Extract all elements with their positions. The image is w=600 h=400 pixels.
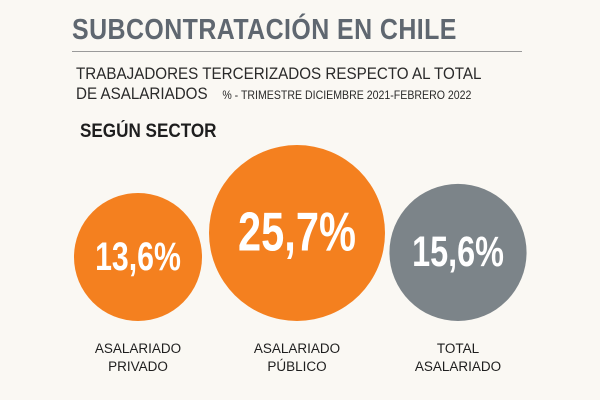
bubble-value-label-2: 25,7%: [238, 202, 356, 263]
chart-title: SUBCONTRATACIÓN EN CHILE: [72, 14, 457, 46]
subtitle-line-2-row: DE ASALARIADOS % - TRIMESTRE DICIEMBRE 20…: [76, 84, 481, 106]
category-label-line: PÚBLICO: [267, 359, 327, 374]
bubble-1: [73, 192, 203, 321]
chart-subtitle: TRABAJADORES TERCERIZADOS RESPECTO AL TO…: [76, 64, 481, 106]
category-label-line: ASALARIADO: [253, 341, 341, 356]
bubble-value-label-3: 15,6%: [412, 229, 504, 276]
category-label-line: ASALARIADO: [414, 359, 502, 374]
subtitle-unit: % - TRIMESTRE DICIEMBRE 2021-FEBRERO 202…: [222, 90, 472, 102]
subtitle-line-2: DE ASALARIADOS: [76, 85, 208, 103]
section-heading: SEGÚN SECTOR: [80, 121, 217, 142]
category-label-line: TOTAL: [436, 341, 480, 356]
bubble-value-label-1: 13,6%: [95, 235, 181, 279]
category-label-3: TOTAL ASALARIADO: [388, 340, 528, 376]
category-label-2: ASALARIADO PÚBLICO: [227, 340, 367, 376]
category-label-line: ASALARIADO: [94, 341, 182, 356]
category-label-line: PRIVADO: [108, 359, 168, 374]
bubble-3: [389, 183, 527, 321]
subtitle-line-1: TRABAJADORES TERCERIZADOS RESPECTO AL TO…: [76, 65, 482, 83]
bubble-2: [209, 145, 385, 321]
title-divider: [72, 51, 522, 52]
category-label-1: ASALARIADO PRIVADO: [68, 340, 208, 376]
